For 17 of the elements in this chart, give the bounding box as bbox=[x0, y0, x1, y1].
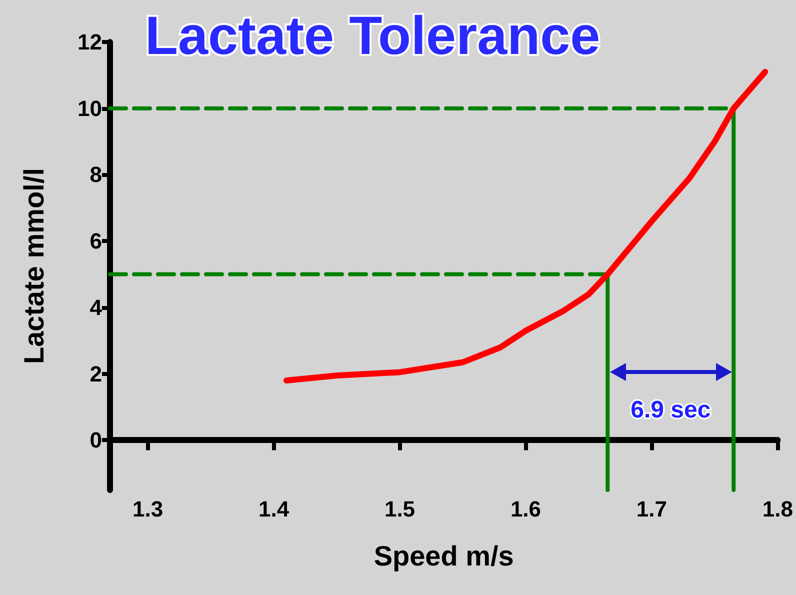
y-axis-title: Lactate mmol/l bbox=[18, 168, 50, 364]
y-tick-label: 6 bbox=[90, 228, 102, 254]
x-tick-label: 1.5 bbox=[384, 496, 416, 522]
chart-title: Lactate Tolerance bbox=[145, 6, 600, 66]
y-tick-label: 12 bbox=[78, 30, 102, 54]
x-tick-label: 1.6 bbox=[510, 496, 542, 522]
annotation: 6.9 sec bbox=[630, 396, 711, 424]
y-tick-label: 2 bbox=[90, 361, 102, 386]
x-tick-label: 1.3 bbox=[132, 496, 164, 522]
y-tick-label: 8 bbox=[90, 162, 102, 188]
x-axis-title: Speed m/s bbox=[374, 540, 514, 572]
x-tick-label: 1.4 bbox=[258, 496, 290, 522]
y-tick-label: 4 bbox=[90, 294, 103, 320]
x-tick-label: 1.8 bbox=[762, 496, 794, 522]
y-tick-label: 0 bbox=[90, 428, 102, 453]
y-tick-label: 10 bbox=[78, 96, 102, 121]
x-tick-label: 1.7 bbox=[636, 496, 668, 522]
